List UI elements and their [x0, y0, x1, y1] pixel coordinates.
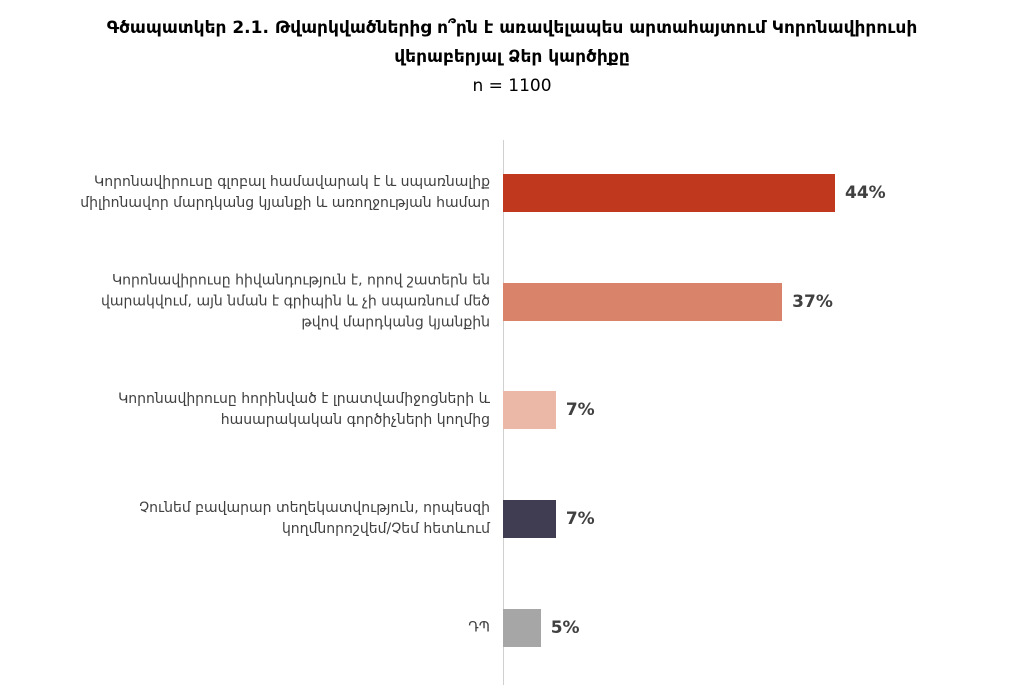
bar: [503, 282, 783, 321]
data-label: 5%: [550, 617, 580, 638]
chart-title: Գծապատկեր 2.1. Թվարկվածներից ո՞րն է առավ…: [106, 18, 918, 67]
data-label: 44%: [845, 183, 886, 203]
category-label: Կորոնավիրուսը հորինված է լրատվամիջոցների…: [118, 391, 490, 429]
category-label: Կորոնավիրուսը հիվանդություն է, որով շատե…: [100, 272, 490, 331]
category-label: Չունեմ բավարար տեղեկատվություն, որպեսզի …: [139, 500, 490, 538]
category-label: Կորոնավիրուսը գլոբալ համավարակ է և սպառն…: [80, 174, 490, 211]
bar: [503, 500, 556, 539]
chart-subtitle: n = 1100: [472, 76, 552, 96]
data-label: 7%: [565, 400, 595, 421]
data-label: 7%: [565, 509, 595, 530]
category-label: ԴՊ: [468, 619, 490, 636]
bar: [503, 608, 541, 647]
data-label: 37%: [792, 291, 833, 312]
bar: [503, 174, 835, 212]
bar: [503, 391, 556, 430]
